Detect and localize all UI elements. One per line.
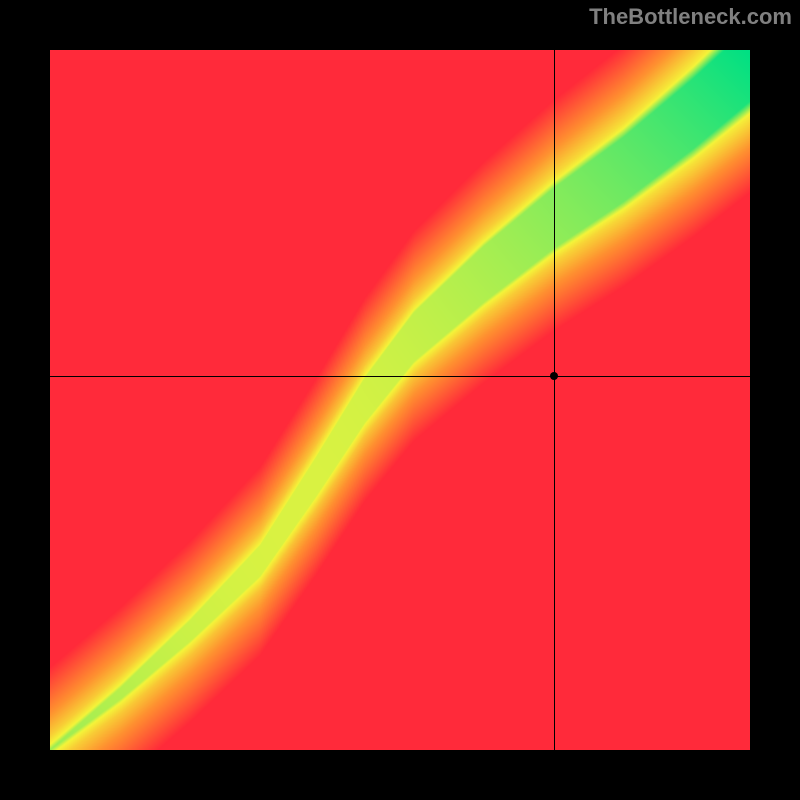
- heatmap-canvas: [50, 50, 750, 750]
- watermark-label: TheBottleneck.com: [589, 4, 792, 30]
- crosshair-vertical: [554, 50, 555, 750]
- crosshair-horizontal: [50, 376, 750, 377]
- heatmap-plot: [50, 50, 750, 750]
- marker-point: [550, 372, 558, 380]
